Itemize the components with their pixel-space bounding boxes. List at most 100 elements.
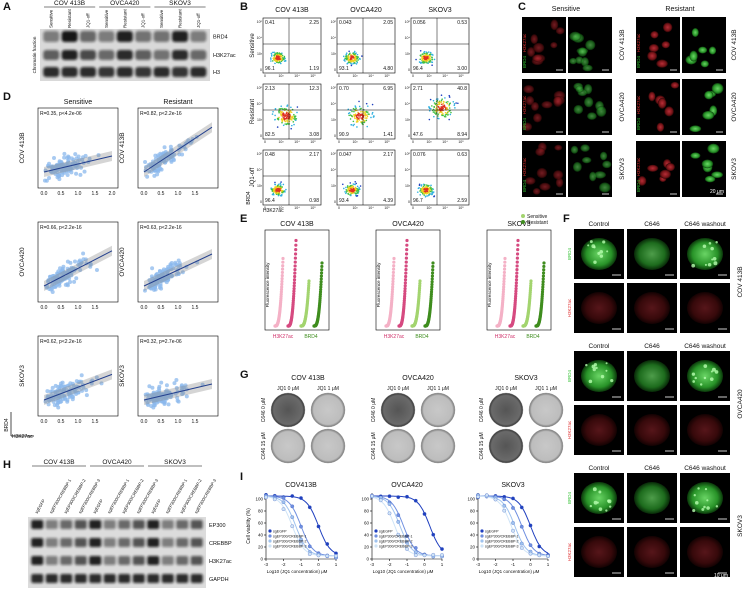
tick-label: 1.0 [175, 305, 182, 311]
blot-band [60, 520, 72, 529]
data-point [294, 244, 297, 247]
flow-event [447, 108, 449, 110]
data-point [294, 257, 297, 260]
flow-event [294, 116, 296, 118]
data-point [538, 554, 541, 557]
flow-event [440, 101, 442, 103]
flow-event [356, 188, 358, 190]
nucleus [634, 536, 670, 568]
nucleus [581, 536, 617, 568]
blot-band [118, 520, 130, 529]
flow-event [427, 188, 429, 190]
data-point [291, 505, 294, 508]
flow-event [355, 52, 357, 54]
flow-event [277, 52, 279, 54]
lane-label: sgEGFP [34, 498, 46, 514]
scatter-plot [144, 378, 212, 410]
tick-label: 10⁴ [257, 168, 263, 172]
data-point [391, 283, 394, 286]
blot-band [98, 50, 114, 60]
legend-label: sgEP300/CREBBP-2 [273, 540, 307, 544]
tick-label: 10⁴ [442, 140, 448, 144]
flow-event [359, 106, 361, 108]
flow-event [367, 111, 369, 113]
blot-band [147, 574, 159, 583]
flow-event [275, 192, 277, 194]
flow-event [447, 111, 449, 113]
nucleus [599, 182, 611, 192]
flow-event [430, 191, 432, 193]
legend-swatch [268, 529, 271, 532]
quadrant-value: 0.41 [265, 20, 275, 26]
tick-label: 10³ [405, 184, 411, 188]
data-point [515, 272, 518, 275]
blot-band [98, 31, 114, 42]
data-point [74, 172, 78, 176]
flow-event [354, 188, 356, 190]
row-label: C646 15 μM [479, 432, 485, 459]
tick-label: 0.5 [158, 305, 165, 311]
nucleus [533, 113, 542, 122]
plot-frame [411, 18, 469, 73]
flow-event [437, 117, 439, 119]
flow-event [272, 52, 274, 54]
flow-event [274, 184, 276, 186]
data-point [397, 495, 400, 498]
data-point [150, 266, 154, 270]
tick-label: 0 [264, 140, 266, 144]
flow-event [281, 53, 283, 55]
tick-label: 0 [408, 134, 410, 138]
axis-label: Log10 (JQ1 concentration) μM [373, 569, 434, 574]
flow-event [280, 105, 282, 107]
flow-event [431, 105, 433, 107]
flow-event [428, 61, 430, 63]
channel-label: BRD4 [522, 56, 527, 69]
speckle [708, 263, 712, 267]
flow-event [270, 187, 272, 189]
row-label: Resistant [250, 99, 256, 124]
tick-label: -2 [493, 562, 497, 567]
flow-event [354, 53, 356, 55]
column-title: COV 413B [275, 7, 309, 14]
speckle [701, 508, 704, 511]
data-point [174, 378, 178, 382]
tick-label: 0.0 [41, 191, 48, 197]
flow-event [291, 111, 293, 113]
flow-event [354, 184, 356, 186]
flow-event [422, 190, 424, 192]
flow-event [293, 124, 295, 126]
flow-event [444, 105, 446, 107]
flow-event [446, 102, 448, 104]
flow-event [363, 113, 365, 115]
blot-band [118, 574, 130, 583]
quadrant-value: 6.95 [383, 86, 393, 92]
flow-event [346, 63, 348, 65]
flow-event [282, 116, 284, 118]
speckle [705, 264, 707, 266]
scale-label: 20 μm [710, 189, 724, 195]
flow-event [363, 122, 365, 124]
tick-label: 10³ [405, 52, 411, 56]
data-point [388, 502, 391, 505]
data-point [147, 384, 151, 388]
speckle [590, 505, 592, 507]
speckle [605, 370, 607, 372]
data-point [163, 145, 167, 149]
speckle [706, 506, 710, 510]
flow-event [280, 186, 282, 188]
speckle [691, 264, 695, 268]
nucleus [554, 145, 562, 151]
blot-band [104, 556, 116, 565]
flow-event [346, 52, 348, 54]
data-point [57, 174, 61, 178]
column-title: COV 413B [280, 221, 314, 228]
quadrant-value: 2.59 [457, 198, 467, 204]
column-title: C646 [644, 465, 660, 472]
tick-label: -3 [370, 562, 374, 567]
speckle [700, 383, 702, 385]
blot-band [75, 520, 87, 529]
data-point [280, 280, 283, 283]
flow-event [280, 55, 282, 57]
axis-label: Log10 (JQ1 concentration) μM [479, 569, 540, 574]
tick-label: 0 [412, 74, 414, 78]
